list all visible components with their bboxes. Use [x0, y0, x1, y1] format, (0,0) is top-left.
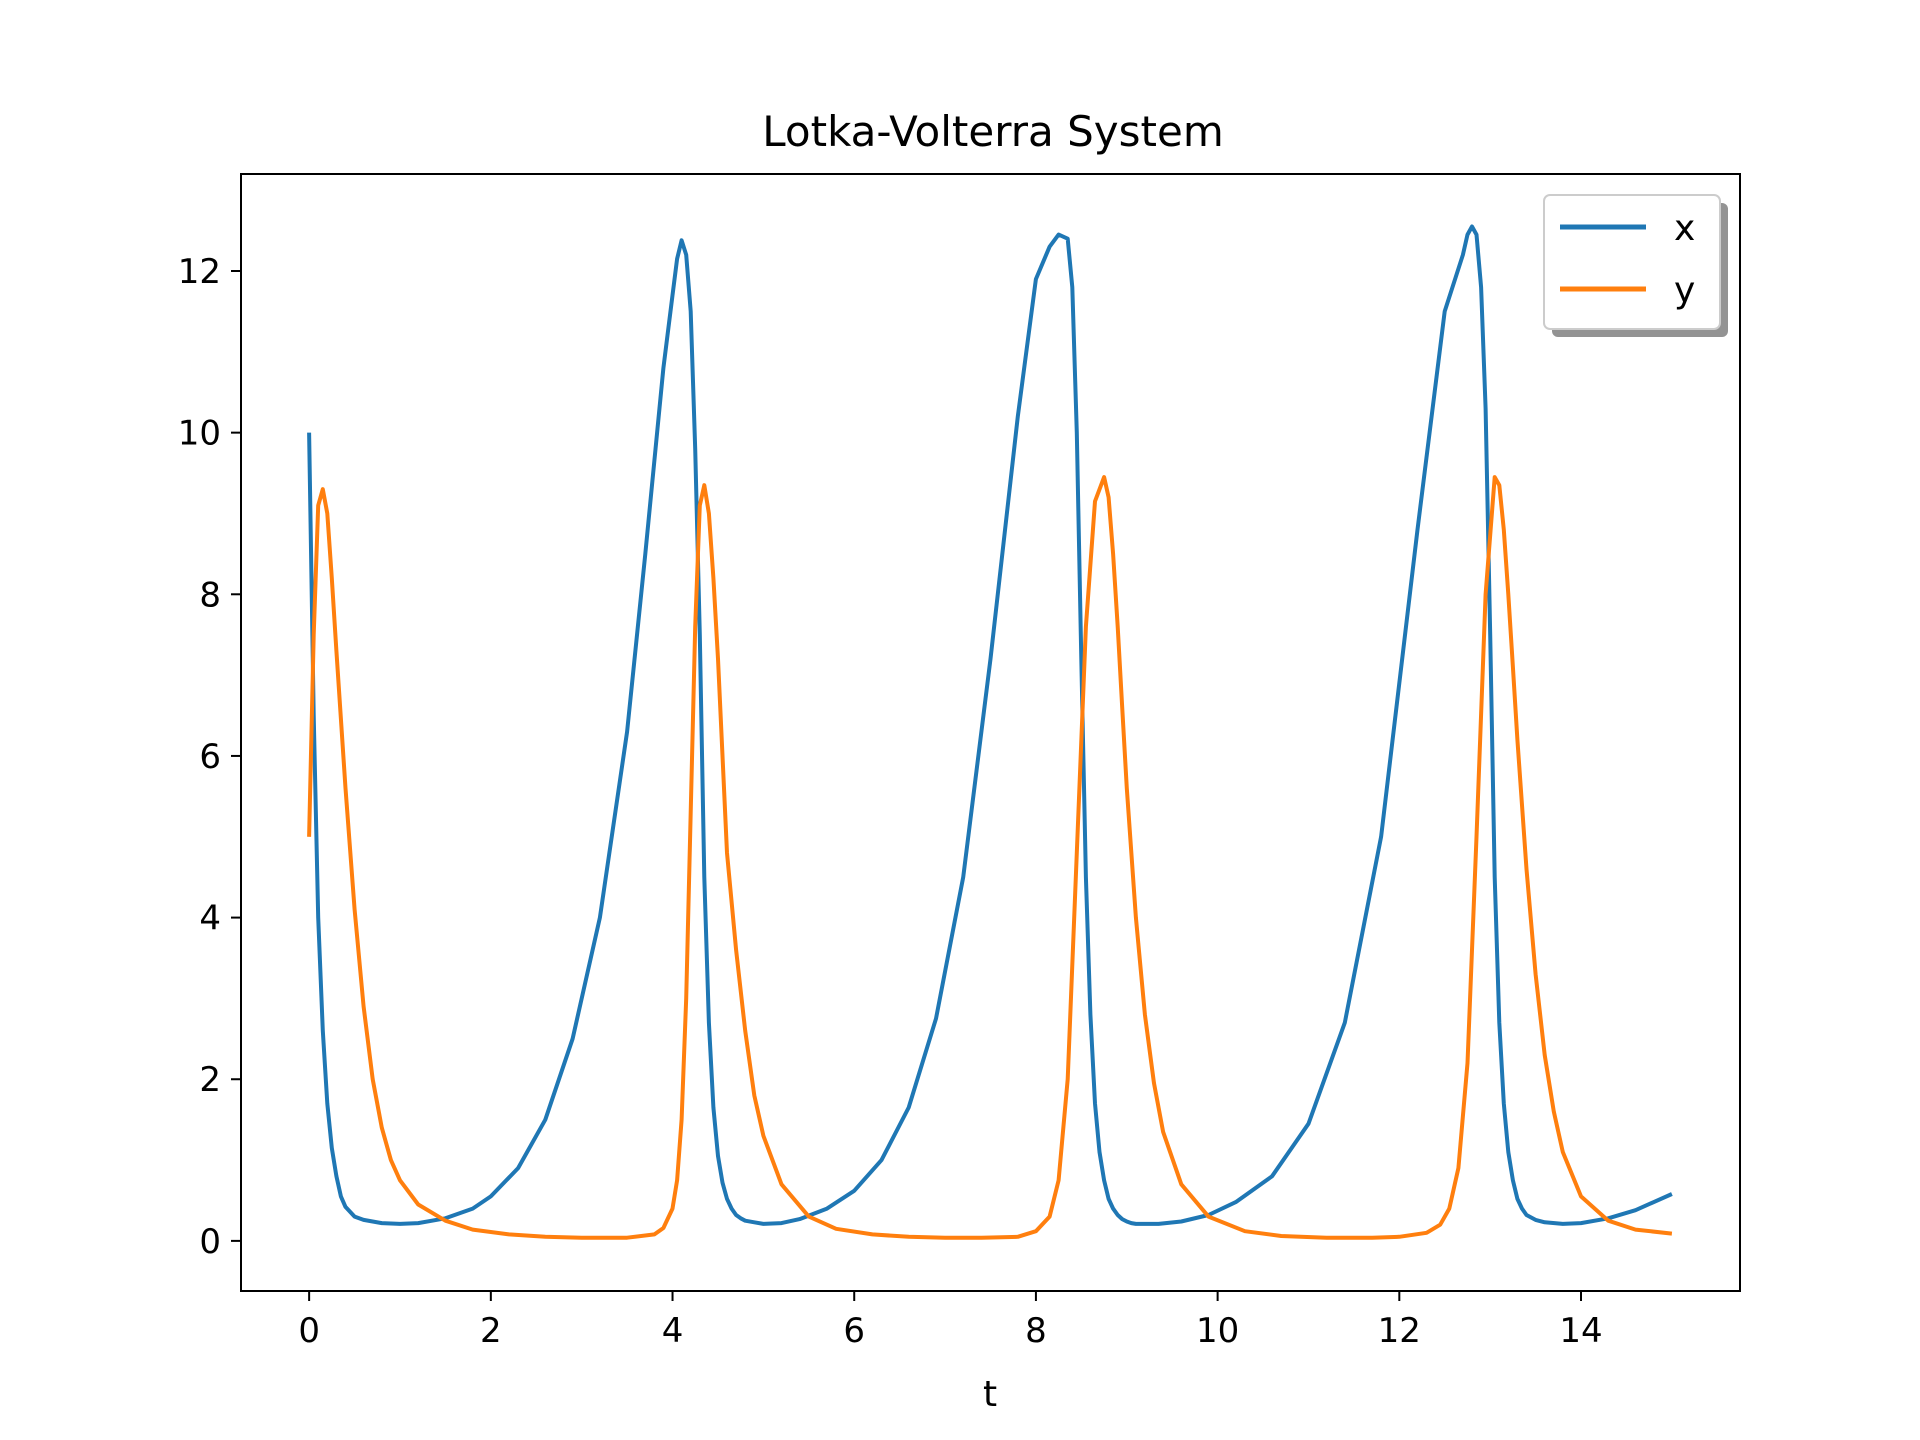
y-tick-label: 6: [199, 737, 221, 777]
legend-label-y: y: [1674, 270, 1695, 311]
x-tick-label: 8: [1025, 1311, 1047, 1351]
x-tick-label: 12: [1378, 1311, 1421, 1351]
x-axis-label: t: [983, 1374, 997, 1415]
y-tick-label: 12: [178, 252, 221, 292]
x-tick-label: 4: [662, 1311, 684, 1351]
legend: x y: [1543, 194, 1728, 337]
legend-label-x: x: [1674, 208, 1695, 249]
x-axis: 0 2 4 6 8 10 12 14: [298, 1291, 1603, 1351]
y-tick-label: 0: [199, 1222, 221, 1262]
chart-title: Lotka-Volterra System: [762, 107, 1224, 156]
x-tick-label: 0: [298, 1311, 320, 1351]
series-layer: [307, 224, 1673, 1240]
plot-frame: [240, 173, 1741, 1292]
series-line-x: [307, 224, 1673, 1226]
y-tick-label: 8: [199, 575, 221, 615]
y-tick-label: 2: [199, 1060, 221, 1100]
series-line-y: [307, 475, 1673, 1240]
x-tick-label: 10: [1196, 1311, 1239, 1351]
y-axis: 0 2 4 6 8 10 12: [178, 252, 241, 1262]
x-tick-label: 2: [480, 1311, 502, 1351]
x-tick-label: 6: [843, 1311, 865, 1351]
y-tick-label: 10: [178, 414, 221, 454]
x-tick-label: 14: [1559, 1311, 1602, 1351]
y-tick-label: 4: [199, 899, 221, 939]
